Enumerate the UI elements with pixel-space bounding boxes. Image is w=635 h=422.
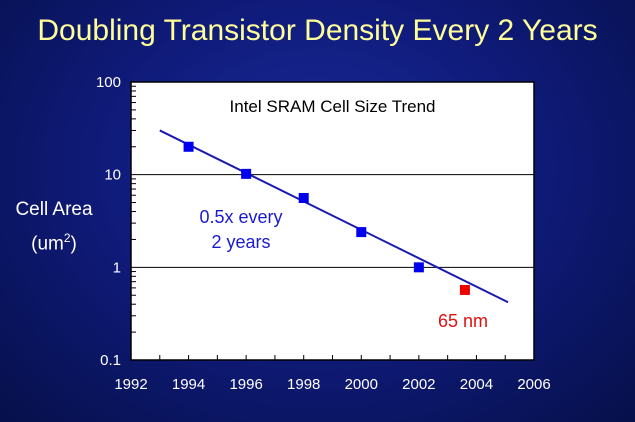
y-axis-unit-close: ) xyxy=(70,233,77,255)
data-point xyxy=(413,262,424,273)
chart-title: Intel SRAM Cell Size Trend xyxy=(230,97,436,116)
y-axis-label-line1: Cell Area xyxy=(15,199,93,220)
x-tick-label: 2002 xyxy=(402,376,435,393)
data-point xyxy=(183,141,194,152)
y-axis-label-line2: (um2) xyxy=(6,224,102,258)
y-tick-label: 0.1 xyxy=(100,352,121,369)
x-tick-label: 1992 xyxy=(114,376,147,393)
data-point xyxy=(241,168,252,179)
slide-title: Doubling Transistor Density Every 2 Year… xyxy=(37,14,598,47)
y-tick-label: 100 xyxy=(96,74,121,91)
data-point xyxy=(459,284,470,295)
x-tick-label: 1996 xyxy=(229,376,262,393)
y-axis-unit: (um xyxy=(31,233,64,255)
x-tick-label: 1998 xyxy=(287,376,320,393)
y-tick-label: 1 xyxy=(113,259,121,276)
annotation-rate-line1: 0.5x every xyxy=(199,207,282,227)
data-point xyxy=(356,227,367,238)
trend-line xyxy=(159,129,509,304)
x-tick-label: 2000 xyxy=(345,376,378,393)
annotation-65nm: 65 nm xyxy=(438,311,488,331)
annotation-rate-line2: 2 years xyxy=(211,232,270,252)
x-tick-label: 2006 xyxy=(517,376,550,393)
data-point xyxy=(298,193,309,204)
y-tick-label: 10 xyxy=(104,167,121,184)
x-tick-label: 1994 xyxy=(172,376,205,393)
y-axis-label: Cell Area (um2) xyxy=(6,196,102,258)
y-axis-unit-exponent: 2 xyxy=(63,231,71,245)
x-tick-label: 2004 xyxy=(460,376,493,393)
